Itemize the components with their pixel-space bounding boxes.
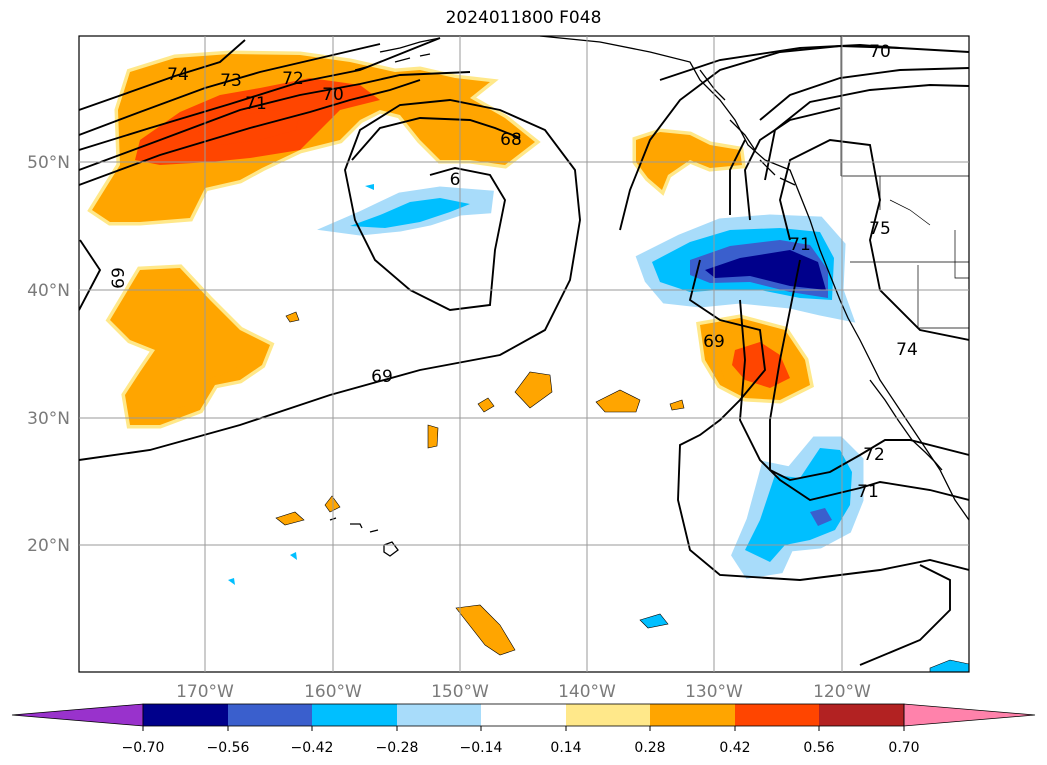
colorbar-tick-label: 0.28 xyxy=(634,740,665,756)
contour-label: 69 xyxy=(371,367,393,387)
contour-label: 70 xyxy=(322,85,344,105)
contour-label: 69 xyxy=(109,267,129,289)
positive-anomaly-northeast-pacific xyxy=(632,128,746,196)
contour-72-east xyxy=(744,107,969,481)
colorbar-segment xyxy=(312,704,397,726)
positive-anomaly-small xyxy=(669,399,685,411)
positive-anomaly-small xyxy=(477,397,495,413)
negative-anomaly-small xyxy=(365,184,374,190)
negative-anomaly-north-pacific-core xyxy=(350,198,470,228)
colorbar: −0.70 −0.56 −0.42 −0.28 −0.14 0.14 0.28 … xyxy=(11,703,1036,756)
contour-69-south xyxy=(859,564,951,666)
coastline-north-america xyxy=(539,36,969,521)
contour-label: 75 xyxy=(869,219,891,239)
figure-title: 2024011800 F048 xyxy=(445,8,602,28)
colorbar-tick-label: −0.14 xyxy=(460,740,503,756)
positive-anomaly-small xyxy=(514,371,553,409)
contour-69-west xyxy=(79,239,102,311)
map-content xyxy=(79,36,969,672)
colorbar-segment xyxy=(735,704,819,726)
contour-label: 73 xyxy=(220,71,242,91)
contour-72 xyxy=(79,37,441,151)
contour-70-east xyxy=(659,44,901,81)
colorbar-tick-label: −0.42 xyxy=(291,740,334,756)
positive-anomaly-small xyxy=(427,424,439,449)
contour-labels: 74 73 72 71 70 68 69 69 69 70 75 71 74 7… xyxy=(109,42,918,502)
gridlines xyxy=(79,36,969,672)
contour-label: 74 xyxy=(167,65,189,85)
lat-label: 30°N xyxy=(27,409,70,429)
lon-label: 160°W xyxy=(304,682,362,702)
contour-69-southeast xyxy=(677,259,969,581)
colorbar-tick-label: −0.28 xyxy=(376,740,419,756)
colorbar-tick-marks xyxy=(142,726,905,731)
colorbar-tick-label: −0.56 xyxy=(207,740,250,756)
positive-anomaly-off-california-peak xyxy=(732,342,790,388)
contour-74-east xyxy=(764,84,969,341)
negative-anomaly-small xyxy=(929,659,969,672)
anomaly-fill-layer xyxy=(87,50,969,672)
negative-anomaly-subtropical-peak xyxy=(810,508,832,526)
colorbar-segment xyxy=(650,704,735,726)
contour-73 xyxy=(79,43,381,136)
contour-label: 74 xyxy=(896,340,918,360)
contour-75 xyxy=(759,67,969,121)
colorbar-segment xyxy=(566,704,650,726)
lat-label: 40°N xyxy=(27,281,70,301)
coastline-bc-islands xyxy=(699,69,796,186)
height-contour-layer xyxy=(79,37,969,666)
contour-74 xyxy=(79,39,246,111)
negative-anomaly-subtropical-core xyxy=(745,448,852,562)
colorbar-segment xyxy=(143,704,228,726)
colorbar-segment xyxy=(481,704,566,726)
colorbar-tick-label: 0.14 xyxy=(550,740,581,756)
lon-label: 150°W xyxy=(431,682,489,702)
colorbar-extend-right xyxy=(903,703,1036,727)
contour-label: 70 xyxy=(869,42,891,62)
longitude-labels: 170°W 160°W 150°W 140°W 130°W 120°W xyxy=(176,682,871,702)
lat-label: 50°N xyxy=(27,153,70,173)
contour-label: 71 xyxy=(789,235,811,255)
negative-anomaly-small xyxy=(639,613,669,629)
lon-label: 130°W xyxy=(685,682,743,702)
positive-anomaly-small xyxy=(595,389,641,413)
colorbar-tick-label: 0.56 xyxy=(803,740,834,756)
colorbar-extend-left xyxy=(11,703,144,727)
contour-71-east xyxy=(729,139,969,502)
contour-label: 71 xyxy=(245,94,267,114)
colorbar-segment xyxy=(397,704,481,726)
negative-anomaly-small xyxy=(290,552,297,560)
contour-label: 72 xyxy=(282,69,304,89)
colorbar-outline xyxy=(142,703,905,727)
colorbar-tick-label: −0.70 xyxy=(122,740,165,756)
lon-label: 170°W xyxy=(176,682,234,702)
positive-anomaly-small xyxy=(275,511,305,526)
contour-69-loop xyxy=(79,99,581,461)
negative-anomaly-small xyxy=(228,578,235,585)
colorbar-tick-label: 0.42 xyxy=(719,740,750,756)
lat-label: 20°N xyxy=(27,536,70,556)
lon-label: 120°W xyxy=(813,682,871,702)
contour-68 xyxy=(351,117,521,161)
contour-label: 72 xyxy=(863,445,885,465)
contour-label: 68 xyxy=(500,130,522,150)
colorbar-segment xyxy=(819,704,904,726)
map-frame xyxy=(78,35,970,673)
latitude-labels: 50°N 40°N 30°N 20°N xyxy=(27,153,70,556)
contour-label: 6 xyxy=(450,170,461,190)
positive-anomaly-small xyxy=(285,311,300,323)
contour-70 xyxy=(79,79,421,186)
colorbar-segment xyxy=(228,704,312,726)
contour-71 xyxy=(79,71,471,171)
contour-label: 71 xyxy=(857,482,879,502)
colorbar-tick-label: 0.70 xyxy=(888,740,919,756)
positive-anomaly-central-pacific-core xyxy=(140,292,252,412)
positive-anomaly-small xyxy=(455,604,516,656)
lon-label: 140°W xyxy=(558,682,616,702)
contour-label: 69 xyxy=(703,332,725,352)
coastline-alaska-islands xyxy=(354,37,441,71)
